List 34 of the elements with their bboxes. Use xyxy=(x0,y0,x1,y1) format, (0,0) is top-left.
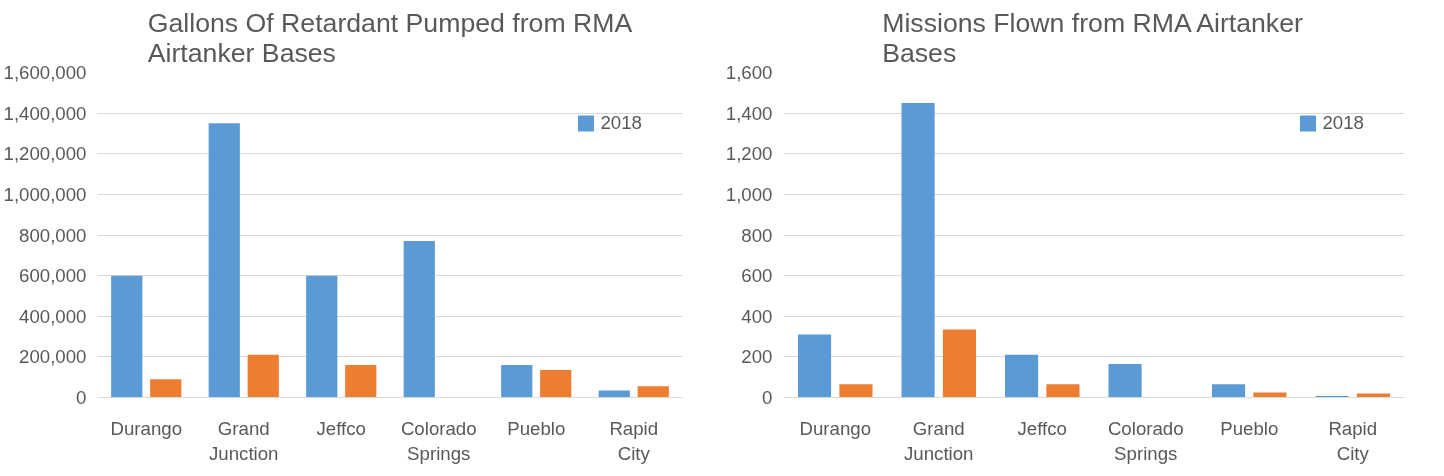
y-tick-label: 200,000 xyxy=(19,346,87,368)
y-tick-label: 1,200 xyxy=(725,143,773,165)
y-tick-label: 1,600 xyxy=(725,62,773,83)
x-tick-label: Durango xyxy=(799,417,872,439)
y-tick-label: 1,000 xyxy=(725,183,773,205)
legend-label: 2018 xyxy=(600,112,642,134)
legend-label: 2018 xyxy=(1322,112,1364,134)
y-tick-label: 0 xyxy=(762,387,773,408)
y-tick-label: 1,200,000 xyxy=(3,143,87,165)
y-tick-label: 600,000 xyxy=(19,265,87,287)
chart-title: Gallons Of Retardant Pumped from RMA Airtanker Bases xyxy=(147,7,633,68)
x-tick-label: Jeffco xyxy=(1017,417,1067,439)
x-tick-label: Jeffco xyxy=(316,417,366,439)
y-tick-label: 400 xyxy=(741,305,773,327)
x-tick-label: Durango xyxy=(110,417,183,439)
y-tick-label: 1,000,000 xyxy=(3,183,87,205)
x-tick-label: Pueblo xyxy=(1220,417,1279,439)
y-tick-label: 200 xyxy=(741,346,773,368)
y-tick-label: 1,400 xyxy=(725,102,773,124)
y-tick-label: 0 xyxy=(76,387,87,408)
y-tick-label: 800 xyxy=(741,224,773,246)
chart-title: Missions Flown from RMA Airtanker Bases xyxy=(882,7,1303,68)
x-tick-label: Grand Junction xyxy=(904,417,974,464)
y-tick-label: 1,400,000 xyxy=(3,102,87,124)
y-tick-label: 600 xyxy=(741,265,773,287)
y-tick-label: 1,600,000 xyxy=(3,62,87,83)
x-tick-label: Grand Junction xyxy=(209,417,279,464)
y-tick-label: 800,000 xyxy=(19,224,87,246)
x-tick-label: Colorado Springs xyxy=(1107,417,1184,464)
x-tick-label: Colorado Springs xyxy=(400,417,477,464)
x-tick-label: Pueblo xyxy=(507,417,566,439)
y-tick-label: 400,000 xyxy=(19,305,87,327)
x-tick-label: Rapid City xyxy=(609,417,659,464)
x-tick-label: Rapid City xyxy=(1328,417,1378,464)
